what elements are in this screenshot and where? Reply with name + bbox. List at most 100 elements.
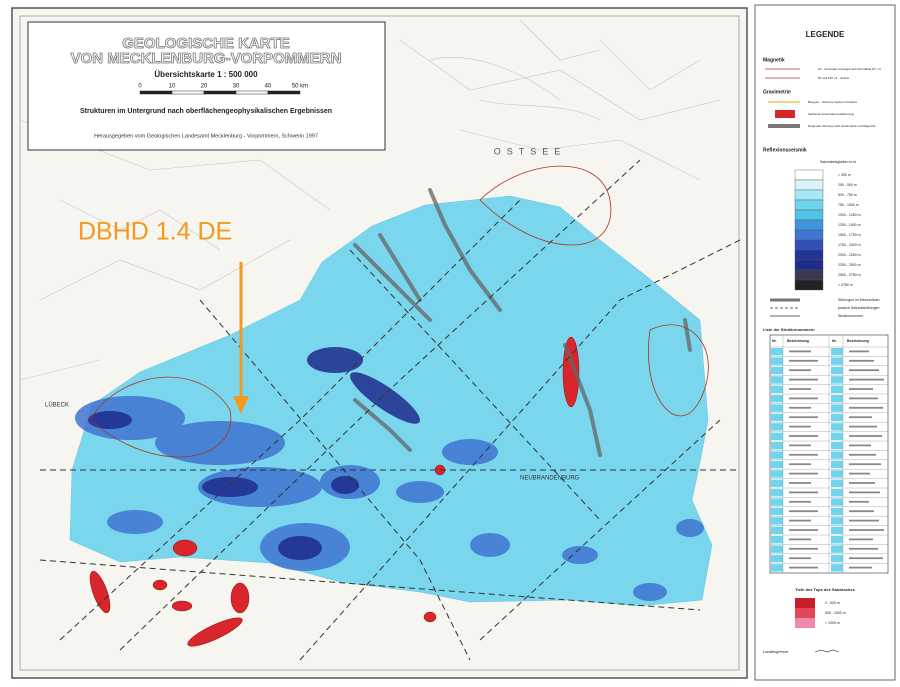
- magnetic-isolines: [89, 165, 709, 458]
- table-name-placeholder: [849, 425, 877, 428]
- table-name-placeholder: [849, 397, 878, 400]
- legend-text: Störungen im Mesozoikum: [838, 298, 880, 302]
- legend: LEGENDE Magnetik ΔT - Anomalien bezogen au…: [763, 30, 889, 654]
- table-number-cell: [831, 498, 843, 506]
- table-name-placeholder: [789, 519, 811, 522]
- table-number-cell: [831, 348, 843, 356]
- scale-tick-label: 30: [233, 84, 240, 90]
- legend-swatch: [795, 608, 815, 618]
- table-name-placeholder: [789, 472, 818, 475]
- table-name-placeholder: [789, 425, 811, 428]
- legend-text: Reflexionsseismik: [763, 147, 807, 153]
- table-name-placeholder: [789, 557, 811, 560]
- city-label: NEUBRANDENBURG: [520, 476, 580, 482]
- table-name-placeholder: [849, 566, 872, 569]
- scale-tick-label: 20: [201, 84, 208, 90]
- legend-swatch: [794, 169, 824, 181]
- topography: [19, 19, 721, 381]
- table-name-placeholder: [849, 406, 883, 409]
- legend-text: 250 - 500 m: [838, 183, 857, 187]
- table-name-placeholder: [849, 359, 874, 362]
- legend-swatch: [794, 249, 824, 261]
- table-name-placeholder: [789, 406, 811, 409]
- table-name-placeholder: [789, 359, 818, 362]
- scale-label: Übersichtskarte 1 : 500 000: [154, 70, 258, 79]
- table-number-cell: [831, 526, 843, 534]
- table-number-cell: [771, 507, 783, 516]
- legend-text: Liste der Strukturnummern: [763, 327, 815, 332]
- table-number-cell: [831, 395, 843, 403]
- table-name-placeholder: [789, 510, 818, 513]
- table-name-placeholder: [789, 369, 811, 372]
- table-name-placeholder: [849, 472, 870, 475]
- table-number-cell: [771, 498, 783, 506]
- table-name-placeholder: [849, 500, 869, 503]
- legend-swatch: [794, 179, 824, 191]
- legend-text: Salzmächtigkeiten in m: [820, 160, 856, 164]
- legend-text: Nr.: [772, 339, 777, 343]
- legend-text: Bezeichnung: [847, 339, 869, 343]
- legend-swatch: [795, 618, 815, 628]
- legend-text: Regionale Störung nach Gravimetrie und M…: [808, 124, 876, 128]
- table-number-cell: [771, 554, 783, 563]
- legend-text: Landesgrenze: [763, 649, 789, 654]
- table-name-placeholder: [849, 444, 871, 447]
- table-name-placeholder: [789, 350, 811, 353]
- legend-text: 1250 - 1500 m: [838, 223, 861, 227]
- legend-text: 0 - 500 m: [825, 601, 840, 605]
- table-number-cell: [771, 366, 783, 375]
- annotation-label: DBHD 1.4 DE: [78, 218, 232, 246]
- table-number-cell: [831, 366, 843, 375]
- table-name-placeholder: [789, 435, 818, 437]
- table-number-cell: [771, 460, 783, 469]
- legend-text: < 250 m: [838, 173, 851, 177]
- legend-text: LEGENDE: [806, 30, 845, 39]
- table-name-placeholder: [789, 500, 811, 503]
- table-name-placeholder: [789, 547, 818, 550]
- legend-text: 1500 - 1750 m: [838, 233, 861, 237]
- legend-swatch: [794, 229, 824, 241]
- table-name-placeholder: [789, 463, 811, 466]
- table-number-cell: [831, 357, 843, 365]
- table-name-placeholder: [789, 378, 818, 381]
- legend-text: 500 - 1000 m: [825, 611, 846, 615]
- table-number-cell: [831, 470, 843, 478]
- table-number-cell: [771, 395, 783, 403]
- legend-swatch: [794, 219, 824, 231]
- legend-swatch: [794, 279, 824, 291]
- scale-segment: [267, 90, 301, 95]
- table-number-cell: [771, 564, 783, 572]
- legend-swatch: [794, 259, 824, 271]
- table-name-placeholder: [789, 444, 811, 447]
- table-number-cell: [771, 376, 783, 384]
- scale-bar: 0 10 20 30 40 50 km: [138, 84, 308, 95]
- table-name-placeholder: [849, 519, 879, 522]
- legend-text: 1750 - 2000 m: [838, 243, 861, 247]
- map-title: GEOLOGISCHE KARTE: [122, 35, 290, 52]
- table-number-cell: [831, 376, 843, 384]
- title-box: [27, 21, 386, 151]
- table-number-cell: [771, 404, 783, 412]
- table-number-cell: [771, 442, 783, 450]
- table-name-placeholder: [789, 538, 811, 541]
- table-name-placeholder: [849, 538, 873, 541]
- table-name-placeholder: [849, 463, 881, 466]
- legend-text: 750 - 1000 m: [838, 203, 859, 207]
- legend-swatch: [794, 189, 824, 201]
- scale-tick-label: 40: [265, 84, 272, 90]
- table-number-cell: [771, 489, 783, 497]
- table-number-cell: [831, 507, 843, 516]
- legend-text: passive Salzaufwölbungen: [838, 306, 879, 310]
- legend-line: [814, 649, 840, 653]
- table-number-cell: [771, 536, 783, 544]
- legend-swatch: [794, 269, 824, 281]
- table-number-cell: [831, 385, 843, 393]
- table-name-placeholder: [849, 350, 869, 353]
- scale-segment: [203, 90, 237, 95]
- table-number-cell: [831, 545, 843, 553]
- table-number-cell: [831, 404, 843, 412]
- table-name-placeholder: [789, 482, 811, 484]
- table-name-placeholder: [849, 378, 884, 381]
